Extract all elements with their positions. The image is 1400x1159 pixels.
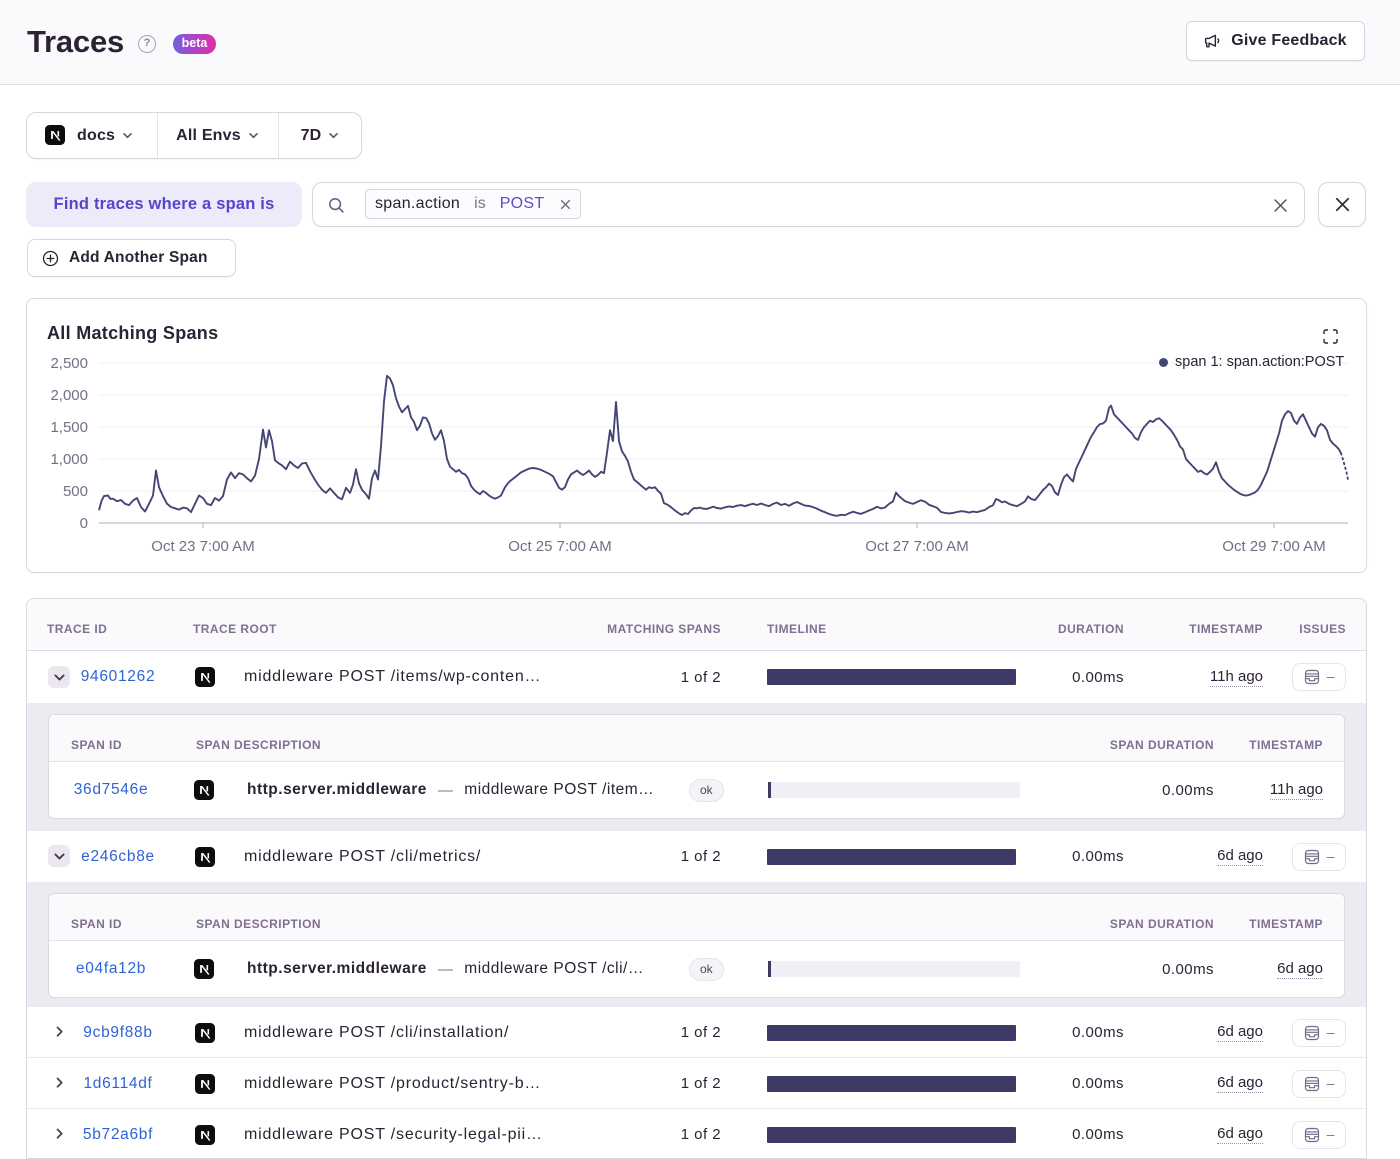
svg-text:500: 500 <box>63 483 88 500</box>
svg-text:Oct 29 7:00 AM: Oct 29 7:00 AM <box>1222 538 1325 555</box>
svg-text:2,500: 2,500 <box>50 355 88 372</box>
svg-text:Oct 25 7:00 AM: Oct 25 7:00 AM <box>508 538 611 555</box>
svg-text:1,500: 1,500 <box>50 419 88 436</box>
svg-text:2,000: 2,000 <box>50 387 88 404</box>
svg-text:Oct 27 7:00 AM: Oct 27 7:00 AM <box>865 538 968 555</box>
svg-text:Oct 23 7:00 AM: Oct 23 7:00 AM <box>151 538 254 555</box>
svg-text:0: 0 <box>80 515 88 532</box>
svg-text:1,000: 1,000 <box>50 451 88 468</box>
